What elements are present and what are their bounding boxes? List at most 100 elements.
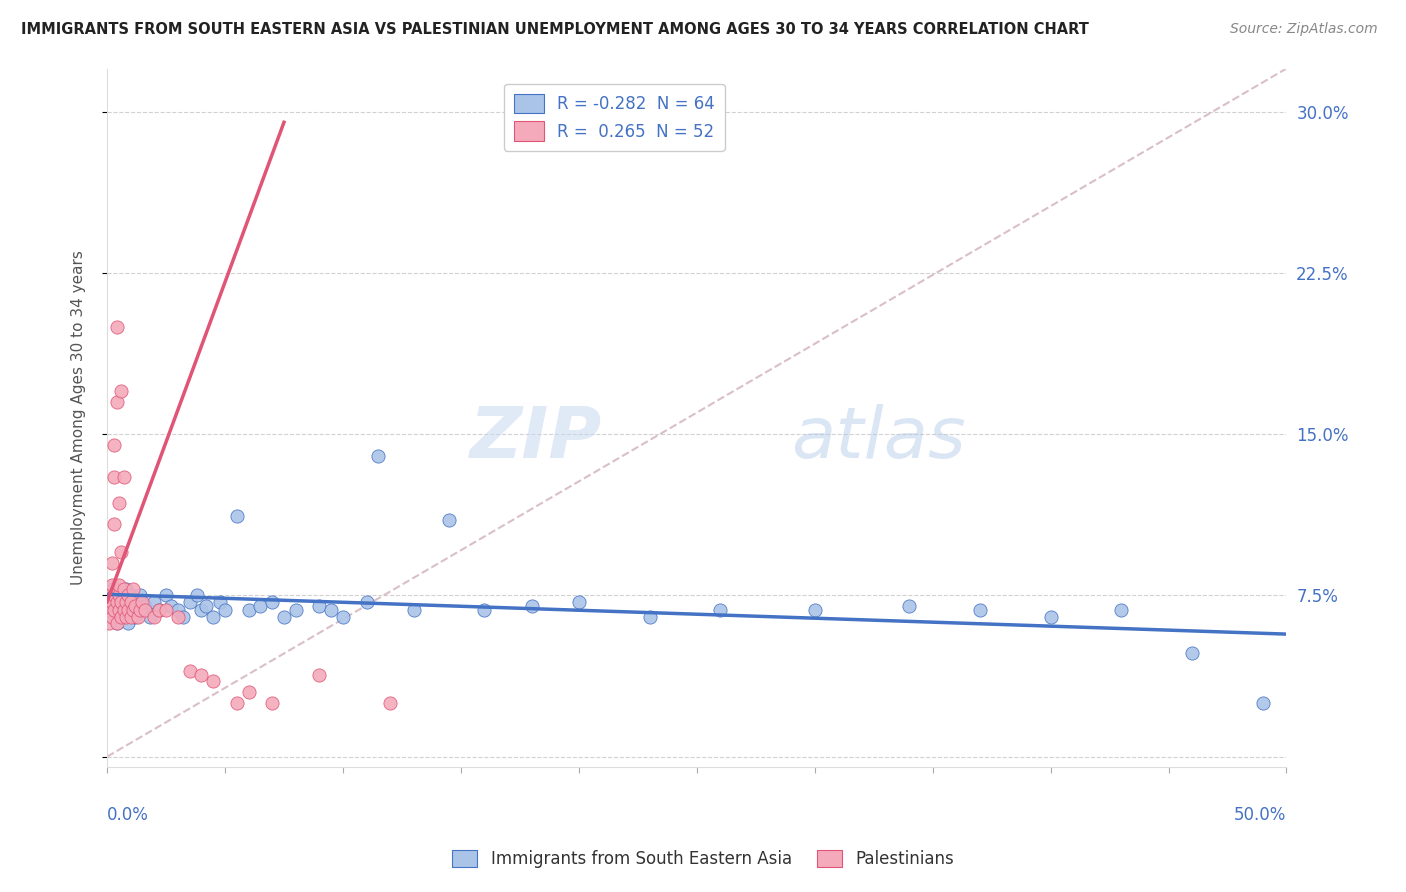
Point xyxy=(108,588,131,602)
Text: 50.0%: 50.0% xyxy=(1234,806,1286,824)
Point xyxy=(148,603,170,617)
Point xyxy=(520,599,543,614)
Text: ZIP: ZIP xyxy=(470,404,602,474)
Point xyxy=(1039,610,1062,624)
Point xyxy=(202,610,225,624)
Point xyxy=(124,599,146,614)
Point xyxy=(117,603,139,617)
Point xyxy=(101,610,124,624)
Point xyxy=(115,595,138,609)
Point xyxy=(105,319,128,334)
Point xyxy=(110,595,132,609)
Point xyxy=(105,599,128,614)
Point xyxy=(103,438,125,452)
Point xyxy=(308,668,330,682)
Point xyxy=(131,603,153,617)
Point xyxy=(117,588,139,602)
Point xyxy=(117,616,139,631)
Point xyxy=(1111,603,1133,617)
Point xyxy=(1181,647,1204,661)
Y-axis label: Unemployment Among Ages 30 to 34 years: Unemployment Among Ages 30 to 34 years xyxy=(72,251,86,585)
Point xyxy=(105,395,128,409)
Point xyxy=(179,595,201,609)
Point xyxy=(115,595,138,609)
Point xyxy=(367,449,389,463)
Point xyxy=(568,595,591,609)
Point xyxy=(803,603,825,617)
Point xyxy=(101,603,124,617)
Point xyxy=(112,603,135,617)
Point xyxy=(202,674,225,689)
Point xyxy=(103,603,125,617)
Point xyxy=(332,610,354,624)
Point xyxy=(103,470,125,484)
Text: 0.0%: 0.0% xyxy=(107,806,149,824)
Point xyxy=(262,595,284,609)
Point xyxy=(155,603,177,617)
Point xyxy=(134,603,156,617)
Point xyxy=(110,610,132,624)
Point xyxy=(127,610,149,624)
Point xyxy=(112,582,135,596)
Point xyxy=(117,603,139,617)
Point xyxy=(120,610,142,624)
Point xyxy=(131,595,153,609)
Point xyxy=(105,595,128,609)
Point xyxy=(101,582,124,596)
Point xyxy=(148,603,170,617)
Point xyxy=(225,696,247,710)
Point xyxy=(262,696,284,710)
Point xyxy=(112,603,135,617)
Point xyxy=(98,603,121,617)
Point xyxy=(238,685,260,699)
Point xyxy=(108,496,131,510)
Point xyxy=(155,588,177,602)
Point xyxy=(115,610,138,624)
Point xyxy=(98,616,121,631)
Point xyxy=(101,556,124,570)
Point xyxy=(238,603,260,617)
Point xyxy=(105,616,128,631)
Point xyxy=(214,603,236,617)
Point xyxy=(195,599,218,614)
Point xyxy=(190,668,212,682)
Text: Source: ZipAtlas.com: Source: ZipAtlas.com xyxy=(1230,22,1378,37)
Point xyxy=(474,603,496,617)
Point xyxy=(134,599,156,614)
Point xyxy=(110,545,132,559)
Point xyxy=(122,582,145,596)
Point xyxy=(138,610,160,624)
Point xyxy=(638,610,661,624)
Point xyxy=(172,610,194,624)
Point xyxy=(103,517,125,532)
Point xyxy=(112,610,135,624)
Point xyxy=(709,603,731,617)
Point xyxy=(110,588,132,602)
Legend: Immigrants from South Eastern Asia, Palestinians: Immigrants from South Eastern Asia, Pale… xyxy=(446,843,960,875)
Point xyxy=(166,610,188,624)
Point xyxy=(98,588,121,602)
Point xyxy=(186,588,208,602)
Point xyxy=(159,599,181,614)
Point xyxy=(101,595,124,609)
Point xyxy=(1251,696,1274,710)
Point xyxy=(105,616,128,631)
Point xyxy=(108,595,131,609)
Text: IMMIGRANTS FROM SOUTH EASTERN ASIA VS PALESTINIAN UNEMPLOYMENT AMONG AGES 30 TO : IMMIGRANTS FROM SOUTH EASTERN ASIA VS PA… xyxy=(21,22,1090,37)
Point xyxy=(127,595,149,609)
Point xyxy=(190,603,212,617)
Point xyxy=(129,603,152,617)
Point xyxy=(124,610,146,624)
Point xyxy=(108,577,131,591)
Point xyxy=(115,582,138,596)
Point xyxy=(101,577,124,591)
Point xyxy=(108,603,131,617)
Point xyxy=(129,588,152,602)
Point xyxy=(179,664,201,678)
Legend: R = -0.282  N = 64, R =  0.265  N = 52: R = -0.282 N = 64, R = 0.265 N = 52 xyxy=(503,84,724,151)
Point xyxy=(249,599,271,614)
Point xyxy=(103,610,125,624)
Point xyxy=(98,595,121,609)
Point xyxy=(103,588,125,602)
Point xyxy=(122,603,145,617)
